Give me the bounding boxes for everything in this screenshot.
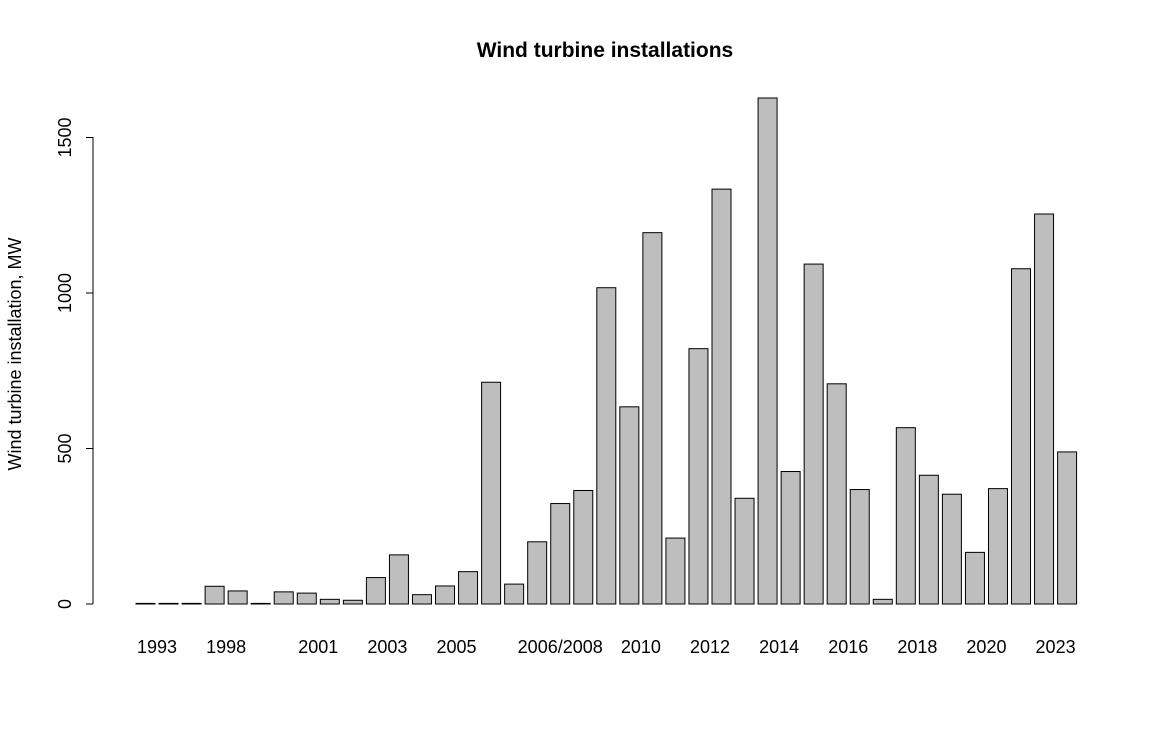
x-tick-label: 2014 bbox=[759, 637, 799, 657]
chart-title: Wind turbine installations bbox=[477, 39, 733, 62]
bars-group bbox=[135, 97, 1078, 605]
bar bbox=[1011, 268, 1032, 605]
x-tick-label: 2012 bbox=[690, 637, 730, 657]
bar bbox=[342, 599, 363, 605]
y-tick-label: 500 bbox=[55, 433, 75, 463]
bar bbox=[964, 551, 985, 605]
bar bbox=[941, 493, 962, 605]
x-tick-label: 1998 bbox=[206, 637, 246, 657]
bar bbox=[250, 602, 271, 605]
bar bbox=[734, 497, 755, 605]
bar bbox=[227, 590, 248, 605]
bar bbox=[1034, 213, 1055, 605]
y-tick-label: 0 bbox=[55, 599, 75, 609]
x-tick-label: 2001 bbox=[298, 637, 338, 657]
bar bbox=[895, 427, 916, 605]
bar bbox=[573, 489, 594, 605]
bar bbox=[296, 592, 317, 605]
bar bbox=[135, 602, 156, 605]
bar bbox=[273, 591, 294, 605]
x-tick-label: 2003 bbox=[367, 637, 407, 657]
bar bbox=[665, 537, 686, 605]
bar bbox=[550, 503, 571, 605]
bar bbox=[388, 554, 409, 605]
y-tick-label: 1500 bbox=[55, 117, 75, 157]
bar bbox=[527, 541, 548, 605]
bar bbox=[181, 602, 202, 605]
bar bbox=[158, 602, 179, 605]
bar bbox=[711, 188, 732, 605]
x-tick-label: 2023 bbox=[1036, 637, 1076, 657]
x-tick-label: 2016 bbox=[828, 637, 868, 657]
bar bbox=[411, 594, 432, 605]
bar bbox=[987, 488, 1008, 605]
y-tick-label: 1000 bbox=[55, 273, 75, 313]
x-tick-label: 2018 bbox=[897, 637, 937, 657]
x-tick-label: 2005 bbox=[437, 637, 477, 657]
y-axis: 0 500 1000 1500 bbox=[55, 117, 94, 609]
x-tick-label: 2006/2008 bbox=[518, 637, 603, 657]
x-axis-labels: 1993 1998 2001 2003 2005 2006/2008 2010 2012 201… bbox=[137, 637, 1076, 657]
bar bbox=[872, 598, 893, 605]
bar bbox=[596, 287, 617, 605]
bar bbox=[803, 263, 824, 605]
x-tick-label: 2010 bbox=[621, 637, 661, 657]
bar bbox=[458, 571, 479, 605]
bar bbox=[780, 471, 801, 605]
bar bbox=[319, 598, 340, 605]
bar bbox=[918, 474, 939, 605]
bar bbox=[435, 585, 456, 605]
bar bbox=[204, 585, 225, 605]
bar bbox=[642, 232, 663, 605]
bar bbox=[849, 489, 870, 605]
bar bbox=[504, 583, 525, 605]
x-tick-label: 2020 bbox=[966, 637, 1006, 657]
bar bbox=[619, 406, 640, 605]
bar bbox=[481, 381, 502, 605]
bar bbox=[365, 577, 386, 605]
y-axis-label: Wind turbine installation, MW bbox=[5, 237, 25, 470]
bar bbox=[688, 348, 709, 605]
bar bbox=[826, 383, 847, 605]
bar bbox=[1057, 451, 1078, 605]
x-tick-label: 1993 bbox=[137, 637, 177, 657]
bar bbox=[757, 97, 778, 605]
